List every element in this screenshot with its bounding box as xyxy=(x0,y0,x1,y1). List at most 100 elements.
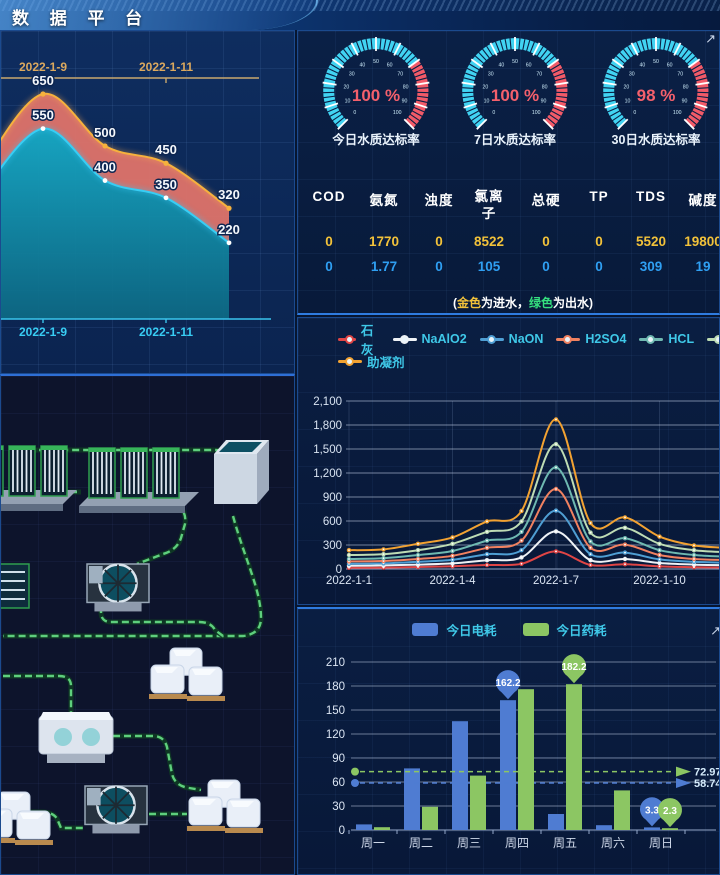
legend-label: 今日电耗 xyxy=(446,624,497,638)
table-cell-r1-c1: 1.77 xyxy=(370,259,398,274)
legend-label: 今日药耗 xyxy=(556,624,607,638)
svg-text:0: 0 xyxy=(633,110,636,116)
table-note: (金色为进水，绿色为出水) xyxy=(373,294,673,311)
y-tick-label: 1,200 xyxy=(313,468,342,480)
legend-marker xyxy=(479,334,504,344)
legend-item-H2SO4[interactable]: H2SO4 xyxy=(556,332,626,346)
legend-item-助凝剂[interactable]: 助凝剂 xyxy=(338,352,405,371)
y-tick-label: 30 xyxy=(332,801,345,813)
panel-chemical-dosing-chart: 石灰 NaAlO2 NaON H2SO4 HCL NaCLO 助凝剂 0 300 600 900 1… xyxy=(297,317,720,605)
svg-text:80: 80 xyxy=(542,84,548,90)
point-value-label: 350 xyxy=(155,177,177,192)
y-tick-label: 1,500 xyxy=(313,444,342,456)
table-cell-r1-c3: 105 xyxy=(477,259,501,274)
legend-item-今日药耗[interactable]: 今日药耗 xyxy=(522,620,607,639)
membrane-rack-platform xyxy=(79,447,199,513)
x-axis-label: 2022-1-9 xyxy=(19,325,67,339)
legend-item-NaAlO2[interactable]: NaAlO2 xyxy=(392,332,467,346)
top-axis-label: 2022-1-11 xyxy=(139,60,193,74)
legend-label: NaAlO2 xyxy=(421,332,467,346)
svg-text:3.3: 3.3 xyxy=(645,805,659,816)
gauge-value: 100 % xyxy=(491,86,539,105)
point-value-label: 550 xyxy=(32,108,54,123)
gauge-value: 98 % xyxy=(637,86,676,105)
x-tick-label: 2022-1-7 xyxy=(533,575,579,587)
svg-text:0: 0 xyxy=(492,110,495,116)
y-tick-label: 2,100 xyxy=(313,396,342,408)
legend-label: 石灰 xyxy=(360,324,374,357)
svg-text:70: 70 xyxy=(677,71,683,77)
table-header-1: 氨氮 xyxy=(369,193,399,208)
small-rack xyxy=(1,563,30,609)
chemical-bags-3 xyxy=(1,791,53,845)
note-segment: 为进水， xyxy=(480,296,529,310)
app-header: 数 据 平 台 xyxy=(0,0,720,30)
y-tick-label: 120 xyxy=(326,729,345,741)
expand-icon[interactable]: ↗ xyxy=(710,623,720,638)
gauge-label: 30日水质达标率 xyxy=(612,132,701,147)
svg-text:60: 60 xyxy=(387,62,393,68)
y-tick-label: 90 xyxy=(332,753,345,765)
gauge-label: 7日水质达标率 xyxy=(474,132,556,147)
chemical-line-chart: 0 300 600 900 1,200 1,500 1,800 2,100 2022-1-1 20… xyxy=(313,396,719,587)
svg-text:10: 10 xyxy=(345,98,351,104)
table-header-7: 碱度 xyxy=(688,193,718,208)
svg-text:30: 30 xyxy=(488,71,494,77)
x-category-label: 周二 xyxy=(409,836,433,850)
x-category-label: 周四 xyxy=(505,836,529,850)
header-swoosh xyxy=(0,0,318,30)
point-value-label: 220 xyxy=(218,222,240,237)
svg-text:40: 40 xyxy=(639,62,645,68)
legend-item-今日电耗[interactable]: 今日电耗 xyxy=(412,620,497,639)
legend-swatch xyxy=(412,623,439,636)
x-category-label: 周一 xyxy=(361,836,385,850)
table-header-4: 总硬 xyxy=(531,193,561,208)
bar-series-今日电耗: 58.74 xyxy=(351,700,719,830)
page-title: 数 据 平 台 xyxy=(12,9,151,28)
x-category-label: 周三 xyxy=(457,836,481,850)
svg-text:20: 20 xyxy=(343,84,349,90)
note-segment: ( xyxy=(452,296,457,310)
y-tick-label: 180 xyxy=(326,681,345,693)
svg-text:162.2: 162.2 xyxy=(495,678,520,689)
legend-marker xyxy=(338,334,356,344)
svg-text:2.3: 2.3 xyxy=(663,806,677,817)
expand-icon[interactable]: ↗ xyxy=(705,31,716,46)
panel-water-quality: 0 10 20 30 40 50 60 70 80 90 100 100 % 今日水质达标率 0 10 20 3… xyxy=(297,30,720,315)
consumption-bar-chart: 0 30 60 90 120 150 180 210 周一 周二 周三 周四 周五 周六 周日 58.7472… xyxy=(326,654,719,850)
svg-text:30: 30 xyxy=(629,71,635,77)
chemical-bags-1 xyxy=(149,647,225,701)
x-tick-label: 2022-1-4 xyxy=(429,575,476,587)
y-tick-label: 300 xyxy=(323,540,342,552)
table-cell-r1-c7: 19 xyxy=(695,259,711,274)
gauge-value: 100 % xyxy=(352,86,400,105)
legend-item-HCL[interactable]: HCL xyxy=(639,332,694,346)
top-axis-label: 2022-1-9 xyxy=(19,60,67,74)
legend-item-石灰[interactable]: 石灰 xyxy=(338,320,380,358)
series-line-HCL xyxy=(346,465,719,562)
svg-text:90: 90 xyxy=(682,98,688,104)
legend-swatch xyxy=(522,623,549,636)
clarifier-1 xyxy=(86,563,150,612)
table-cell-r1-c0: 0 xyxy=(325,259,333,274)
table-header-3: 氯离子 xyxy=(474,189,504,221)
legend-label: NaON xyxy=(508,332,544,346)
y-tick-label: 0 xyxy=(339,825,345,837)
legend-marker xyxy=(338,356,362,366)
svg-text:90: 90 xyxy=(541,98,547,104)
series-line-H2SO4 xyxy=(346,486,719,564)
legend-item-NaCLO[interactable]: NaCLO xyxy=(707,332,719,346)
series-line-NaCLO xyxy=(346,442,719,558)
legend-item-NaON[interactable]: NaON xyxy=(479,332,544,346)
max-min-marker: 3.3 xyxy=(640,797,664,827)
point-value-label: 450 xyxy=(155,142,177,157)
svg-text:50: 50 xyxy=(373,59,379,65)
table-cell-r0-c5: 0 xyxy=(595,234,603,249)
y-tick-label: 600 xyxy=(323,516,342,528)
y-tick-label: 0 xyxy=(336,564,342,576)
facility-3d-diagram xyxy=(1,440,269,845)
svg-text:70: 70 xyxy=(536,71,542,77)
table-cell-r0-c7: 19800 xyxy=(684,234,720,249)
